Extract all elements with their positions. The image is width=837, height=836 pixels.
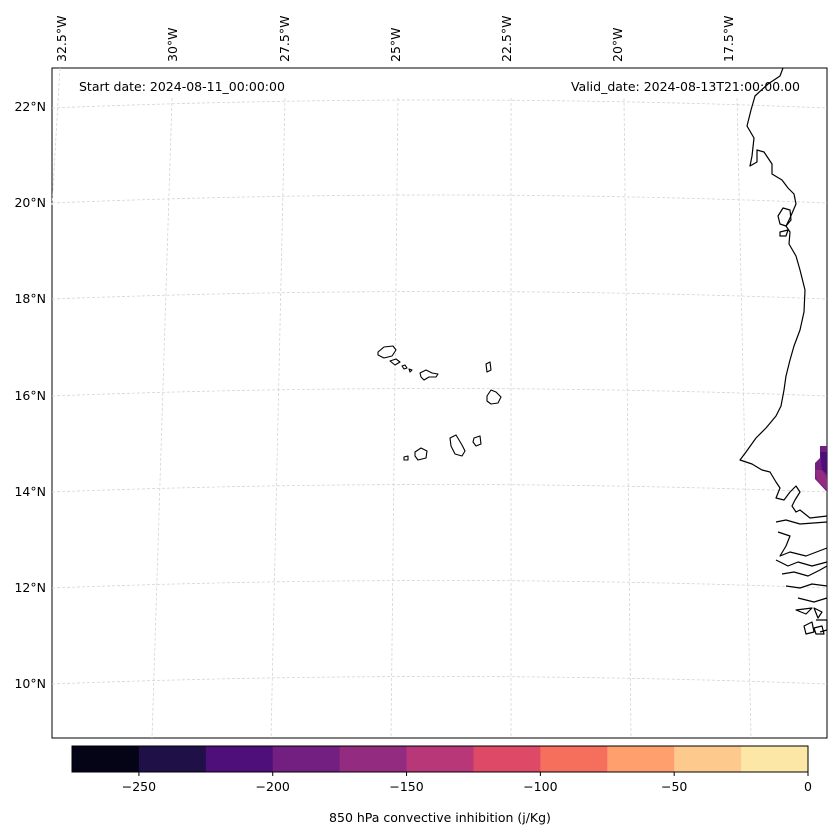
cin-field	[815, 446, 827, 492]
lon-label: 27.5°W	[277, 16, 292, 62]
colorbar-swatch	[540, 746, 608, 772]
colorbar-outline	[71, 745, 809, 773]
latitude-labels: 22°N 20°N 18°N 16°N 14°N 12°N 10°N	[14, 99, 46, 691]
cabo-verde-islands	[377, 345, 502, 461]
lat-label: 16°N	[14, 388, 46, 403]
lat-label: 20°N	[14, 195, 46, 210]
lat-label: 18°N	[14, 291, 46, 306]
colorbar-swatch	[406, 746, 474, 772]
colorbar: −250 −200 −150 −100 −50 0 850 hPa convective …	[71, 745, 812, 825]
lat-label: 10°N	[14, 676, 46, 691]
graticule	[51, 67, 828, 739]
lon-label: 30°W	[165, 27, 180, 62]
colorbar-swatch	[72, 746, 140, 772]
colorbar-swatch	[138, 746, 207, 772]
lat-label: 22°N	[14, 99, 46, 114]
map-frame	[51, 67, 828, 739]
colorbar-tick-label: −250	[122, 779, 156, 794]
colorbar-swatch	[674, 746, 742, 772]
colorbar-tick-label: −50	[661, 779, 687, 794]
colorbar-swatch	[607, 746, 675, 772]
lon-label: 22.5°W	[499, 16, 514, 62]
longitude-labels: 32.5°W 30°W 27.5°W 25°W 22.5°W 20°W 17.5…	[54, 16, 736, 62]
colorbar-tick-label: −150	[389, 779, 423, 794]
colorbar-tick-label: 0	[804, 779, 812, 794]
colorbar-swatch	[205, 746, 274, 772]
colorbar-label: 850 hPa convective inhibition (j/Kg)	[329, 810, 551, 825]
lon-label: 32.5°W	[54, 16, 69, 62]
lon-label: 20°W	[610, 27, 625, 62]
colorbar-tick-label: −200	[256, 779, 290, 794]
colorbar-swatch	[741, 746, 809, 772]
lon-label: 17.5°W	[721, 16, 736, 62]
start-date-label: Start date: 2024-08-11_00:00:00	[79, 79, 285, 94]
colorbar-swatch	[339, 746, 408, 772]
valid-date-label: Valid_date: 2024-08-13T21:00:00.00	[571, 79, 800, 94]
lon-label: 25°W	[388, 27, 403, 62]
colorbar-tick-label: −100	[523, 779, 557, 794]
lat-label: 14°N	[14, 484, 46, 499]
colorbar-swatch	[473, 746, 541, 772]
colorbar-swatches	[72, 746, 809, 772]
colorbar-ticks: −250 −200 −150 −100 −50 0	[122, 772, 812, 794]
colorbar-swatch	[272, 746, 341, 772]
lat-label: 12°N	[14, 580, 46, 595]
coastline-africa	[739, 67, 828, 635]
